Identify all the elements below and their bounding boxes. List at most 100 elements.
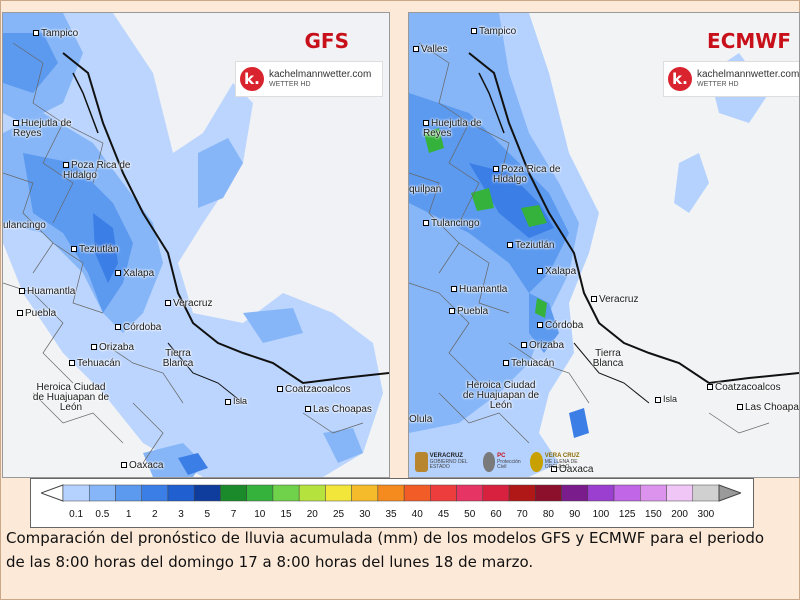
veracruz-coat-of-arms-icon (415, 452, 428, 472)
city-label: Huamantla (19, 287, 75, 297)
city-label: Las Choapas (737, 403, 799, 413)
legend-label: 60 (490, 509, 502, 520)
legend-swatch (535, 484, 562, 502)
legend-swatch (587, 484, 615, 502)
city-label: Orizaba (91, 343, 134, 353)
legend-swatch (508, 484, 536, 502)
city-label: Isla (655, 395, 677, 404)
city-label: ulancingo (3, 220, 46, 231)
city-label: Olula (409, 414, 433, 425)
city-label: Puebla (17, 309, 56, 319)
legend-swatch (692, 484, 720, 502)
legend-label: 150 (645, 509, 662, 520)
city-label: Oaxaca (551, 465, 593, 475)
legend-label: 50 (464, 509, 476, 520)
city-label: Las Choapas (305, 405, 372, 415)
city-label: Huamantla (451, 285, 507, 295)
city-label: Orizaba (521, 341, 564, 351)
veracruz-brand-icon (530, 452, 543, 472)
city-label: Tierra Blanca (592, 348, 624, 369)
city-label: Oaxaca (121, 461, 163, 471)
legend-label: 90 (569, 509, 581, 520)
precip-legend: 0.1 0.5 1 2 3 5 7 10 15 20 25 30 35 40 45 50 60 70 80 90 100… (30, 478, 754, 528)
proteccion-civil-emblem-icon (482, 452, 496, 472)
gfs-map-panel: GFS k. kachelmannwetter.com WETTER HD Ta… (2, 12, 390, 478)
legend-label: 1 (125, 509, 132, 520)
legend-swatch (115, 484, 142, 502)
city-label: Coatzacoalcos (707, 383, 781, 393)
ecmwf-model-title: ECMWF (707, 29, 791, 53)
legend-label: 10 (254, 509, 266, 520)
watermark-site: kachelmannwetter.com (269, 69, 372, 81)
city-label: Huejutla de Reyes (13, 118, 72, 139)
city-label: Tulancingo (423, 219, 480, 229)
legend-swatch (220, 484, 247, 502)
legend-label: 20 (306, 509, 318, 520)
watermark: k. kachelmannwetter.com WETTER HD (235, 61, 383, 97)
legend-label: 0.1 (69, 509, 84, 520)
kachelmann-logo-icon: k. (668, 67, 692, 91)
legend-label: 125 (618, 509, 636, 520)
legend-swatch (351, 484, 379, 502)
legend-swatch (640, 484, 667, 502)
legend-label: 2 (152, 509, 158, 520)
city-label: Teziutlán (507, 241, 554, 251)
city-label: Córdoba (537, 321, 583, 331)
city-label: Córdoba (115, 323, 161, 333)
legend-swatch (325, 484, 352, 502)
government-logos: VERACRUZ GOBIERNO DEL ESTADO PC Protección… (415, 449, 591, 475)
watermark-site: kachelmannwetter.com (697, 69, 800, 81)
legend-swatch (141, 484, 169, 502)
legend-swatch (613, 484, 641, 502)
legend-label: 15 (280, 509, 292, 520)
legend-swatch (377, 484, 405, 502)
city-label: quilpan (409, 184, 442, 195)
city-label: Tehuacán (503, 359, 554, 369)
legend-swatch (456, 484, 484, 502)
figure-caption: Comparación del pronóstico de lluvia acu… (6, 529, 765, 571)
legend-label: 35 (385, 509, 397, 520)
legend-label: 300 (697, 509, 715, 520)
city-label: Coatzacoalcos (277, 385, 351, 395)
legend-left-arrow (41, 484, 64, 502)
legend-label: 7 (230, 509, 237, 520)
legend-label: 45 (437, 509, 450, 520)
legend-label: 40 (411, 509, 423, 520)
watermark-sub: WETTER HD (697, 80, 739, 88)
legend-swatch (298, 484, 326, 502)
city-label: Veracruz (591, 295, 638, 305)
city-label: Tehuacán (69, 359, 120, 369)
watermark: k. kachelmannwetter.com WETTER HD (663, 61, 800, 97)
city-label: Huejutla de Reyes (423, 118, 482, 139)
city-label: Poza Rica de Hidalgo (63, 160, 131, 181)
legend-labels: 0.1 0.5 1 2 3 5 7 10 15 20 25 30 35 40 45 50 60 70 80 90 100… (31, 509, 753, 523)
legend-label: 5 (204, 509, 211, 520)
city-label: Heroica Ciudad de Huajuapan de León (32, 382, 110, 413)
legend-swatch (561, 484, 589, 502)
city-label: Puebla (449, 307, 488, 317)
legend-swatch (666, 484, 694, 502)
legend-label: 200 (671, 509, 688, 520)
legend-swatch (62, 484, 90, 502)
city-label: Tampico (33, 29, 78, 39)
legend-swatch (246, 484, 274, 502)
legend-swatch (482, 484, 510, 502)
legend-swatch (88, 484, 116, 502)
legend-swatch (403, 484, 431, 502)
city-label: Teziutlán (71, 245, 118, 255)
city-label: Poza Rica de Hidalgo (493, 164, 561, 185)
legend-label: 0.5 (95, 509, 110, 520)
city-label: Xalapa (115, 269, 154, 279)
ecmwf-precip-map (409, 13, 799, 477)
watermark-sub: WETTER HD (269, 80, 311, 88)
legend-label: 80 (542, 509, 554, 520)
legend-label: 100 (592, 509, 610, 520)
legend-label: 30 (359, 509, 371, 520)
city-label: Veracruz (165, 299, 212, 309)
gfs-precip-map (3, 13, 389, 477)
city-label: Isla (225, 397, 247, 406)
legend-swatch (272, 484, 300, 502)
legend-color-bar (41, 484, 741, 502)
city-label: Xalapa (537, 267, 576, 277)
legend-right-arrow (718, 484, 741, 502)
